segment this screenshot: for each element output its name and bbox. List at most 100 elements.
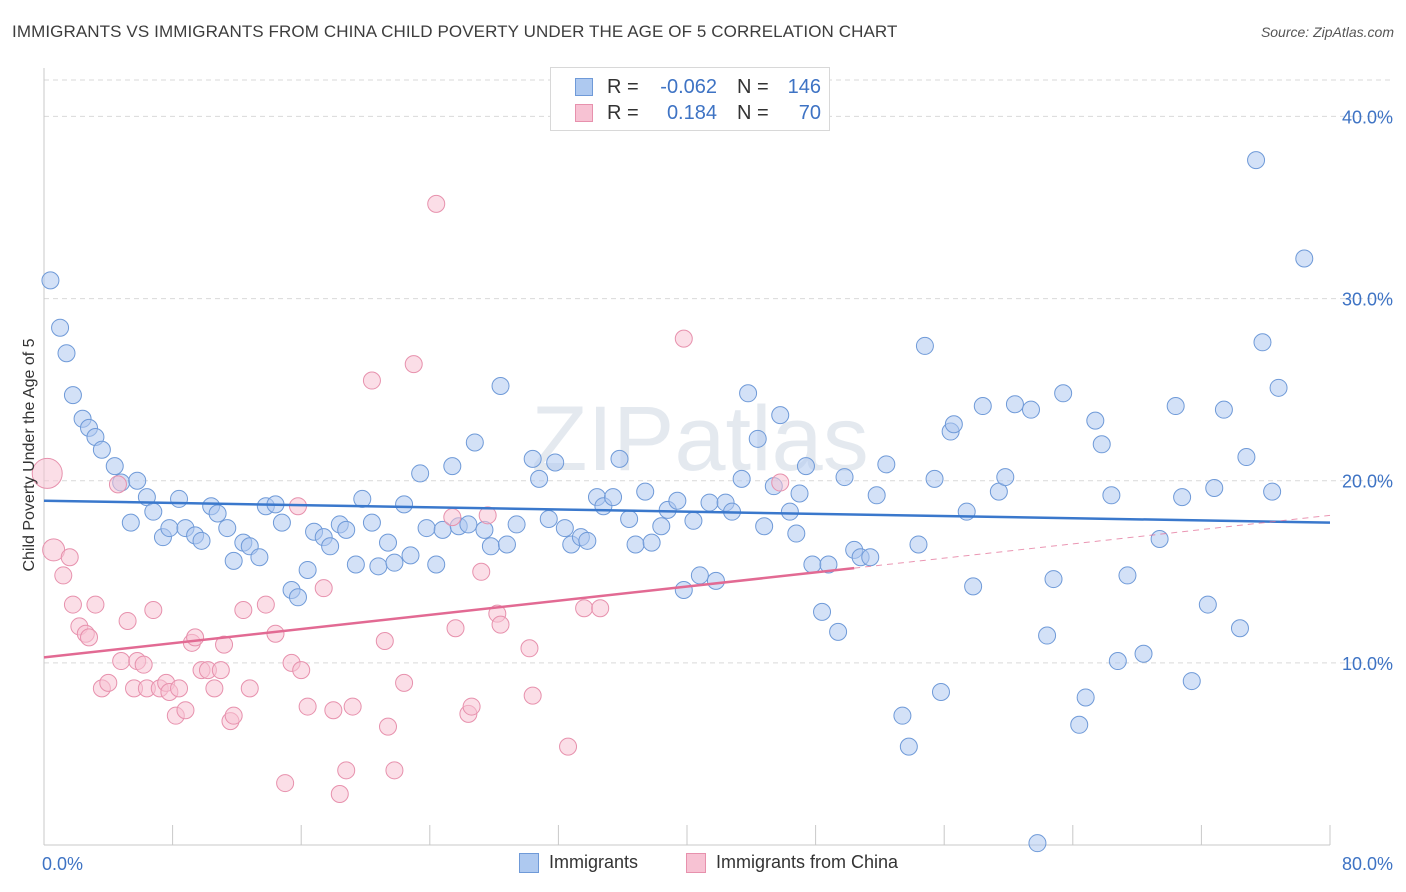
legend-swatch-pink [575,104,593,122]
point-china [80,628,99,647]
point-immigrants [1022,400,1041,419]
point-immigrants [170,489,189,508]
point-china [144,601,163,620]
point-china [60,548,79,567]
trend-line-china [43,566,855,659]
point-immigrants [1118,566,1137,585]
point-immigrants [674,581,693,599]
point-china [324,701,343,720]
point-immigrants [899,737,918,756]
point-china [385,761,404,780]
point-immigrants [1028,834,1047,853]
point-immigrants [787,524,806,543]
point-immigrants [224,551,243,570]
legend-swatch-blue [575,78,593,96]
n-label: N = [737,101,769,124]
point-immigrants [803,555,822,574]
point-immigrants [105,457,124,476]
point-immigrants [497,535,516,554]
point-immigrants [1214,400,1233,419]
point-immigrants [964,577,983,596]
point-immigrants [1150,530,1169,548]
point-china [292,661,311,680]
point-immigrants [771,406,790,425]
point-immigrants [915,336,934,355]
point-immigrants [1054,384,1073,403]
point-immigrants [642,533,661,552]
point-immigrants [944,415,963,434]
point-immigrants [867,486,886,505]
point-immigrants [1086,411,1105,430]
point-immigrants [507,515,526,534]
point-immigrants [796,457,815,476]
point-immigrants [288,588,307,607]
point-china [256,595,275,614]
axes [43,68,1331,846]
point-immigrants [401,546,420,565]
point-immigrants [208,504,227,523]
point-china [31,457,63,489]
point-china [205,679,224,698]
point-immigrants [1102,486,1121,505]
point-china [86,595,105,614]
point-immigrants [1044,570,1063,589]
n-value: 146 [787,75,821,98]
point-immigrants [362,513,381,532]
point-immigrants [128,471,147,490]
point-immigrants [690,566,709,585]
point-immigrants [1205,479,1224,497]
point-immigrants [41,271,60,290]
point-immigrants [835,468,854,487]
point-immigrants [996,468,1015,487]
y-tick-label: 40.0% [1342,107,1393,127]
point-immigrants [620,509,639,528]
trend-line-immigrants [43,499,1331,524]
r-value: 0.184 [666,101,717,124]
point-china [298,697,317,716]
y-tick-label: 10.0% [1342,654,1393,674]
x-tick-label: 80.0% [1342,854,1393,874]
point-china [395,673,414,692]
point-china [379,717,398,736]
r-label: R = [607,101,639,124]
correlation-legend: R = -0.062 N = 146 R = 0.184 N = 70 [550,67,830,131]
point-immigrants [1173,488,1192,507]
point-immigrants [475,520,494,539]
point-china [276,774,295,793]
point-immigrants [321,537,340,556]
point-china [176,701,195,720]
point-china [771,473,790,492]
legend-item-immigrants: Immigrants [519,852,638,873]
point-immigrants [250,548,269,567]
point-immigrants [604,488,623,507]
trend-line-china-extension [854,514,1331,569]
point-immigrants [925,469,944,488]
point-immigrants [353,489,372,508]
point-immigrants [626,535,645,554]
point-immigrants [909,535,928,554]
point-immigrants [385,553,404,572]
point-china [99,673,118,692]
point-immigrants [813,602,832,621]
point-immigrants [63,386,82,405]
point-immigrants [1253,333,1272,352]
point-china [134,655,153,674]
point-immigrants [337,520,356,539]
legend-swatch-pink [686,852,706,873]
point-immigrants [610,449,629,468]
point-china [520,639,539,658]
point-immigrants [443,457,462,476]
point-immigrants [1230,619,1249,638]
point-immigrants [481,537,500,556]
point-china [54,566,73,585]
point-immigrants [121,513,140,532]
point-china [330,785,349,803]
point-china [215,635,234,654]
point-immigrants [931,683,950,701]
point-immigrants [530,469,549,488]
point-china [240,679,259,698]
point-immigrants [1108,652,1127,671]
r-label: R = [607,75,639,98]
point-china [362,371,381,390]
